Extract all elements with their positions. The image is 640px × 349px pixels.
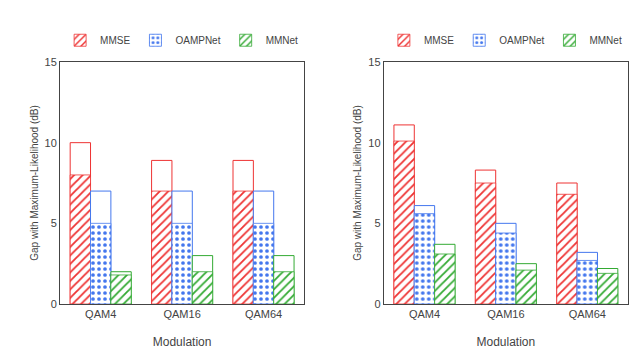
- svg-text:0: 0: [374, 298, 380, 310]
- svg-text:QAM64: QAM64: [569, 308, 606, 320]
- svg-text:5: 5: [51, 217, 57, 229]
- svg-text:OAMPNet: OAMPNet: [175, 35, 220, 46]
- svg-text:0: 0: [51, 298, 57, 310]
- svg-text:QAM4: QAM4: [85, 308, 116, 320]
- svg-text:Gap with Maximum-Likelihood (d: Gap with Maximum-Likelihood (dB): [29, 105, 40, 261]
- svg-text:MMSE: MMSE: [424, 35, 454, 46]
- svg-text:OAMPNet: OAMPNet: [499, 35, 544, 46]
- svg-text:QAM16: QAM16: [487, 308, 524, 320]
- svg-text:5: 5: [374, 217, 380, 229]
- svg-text:15: 15: [368, 56, 380, 68]
- svg-text:15: 15: [45, 56, 57, 68]
- svg-text:MMSE: MMSE: [100, 35, 130, 46]
- svg-text:QAM4: QAM4: [409, 308, 440, 320]
- svg-text:MMNet: MMNet: [266, 35, 298, 46]
- svg-text:10: 10: [45, 137, 57, 149]
- svg-text:QAM64: QAM64: [245, 308, 282, 320]
- svg-text:Modulation: Modulation: [153, 335, 212, 349]
- svg-text:Gap with Maximum-Likelihood (d: Gap with Maximum-Likelihood (dB): [352, 105, 363, 261]
- svg-text:QAM16: QAM16: [163, 308, 200, 320]
- svg-text:10: 10: [368, 137, 380, 149]
- svg-text:MMNet: MMNet: [589, 35, 621, 46]
- svg-text:Modulation: Modulation: [477, 335, 536, 349]
